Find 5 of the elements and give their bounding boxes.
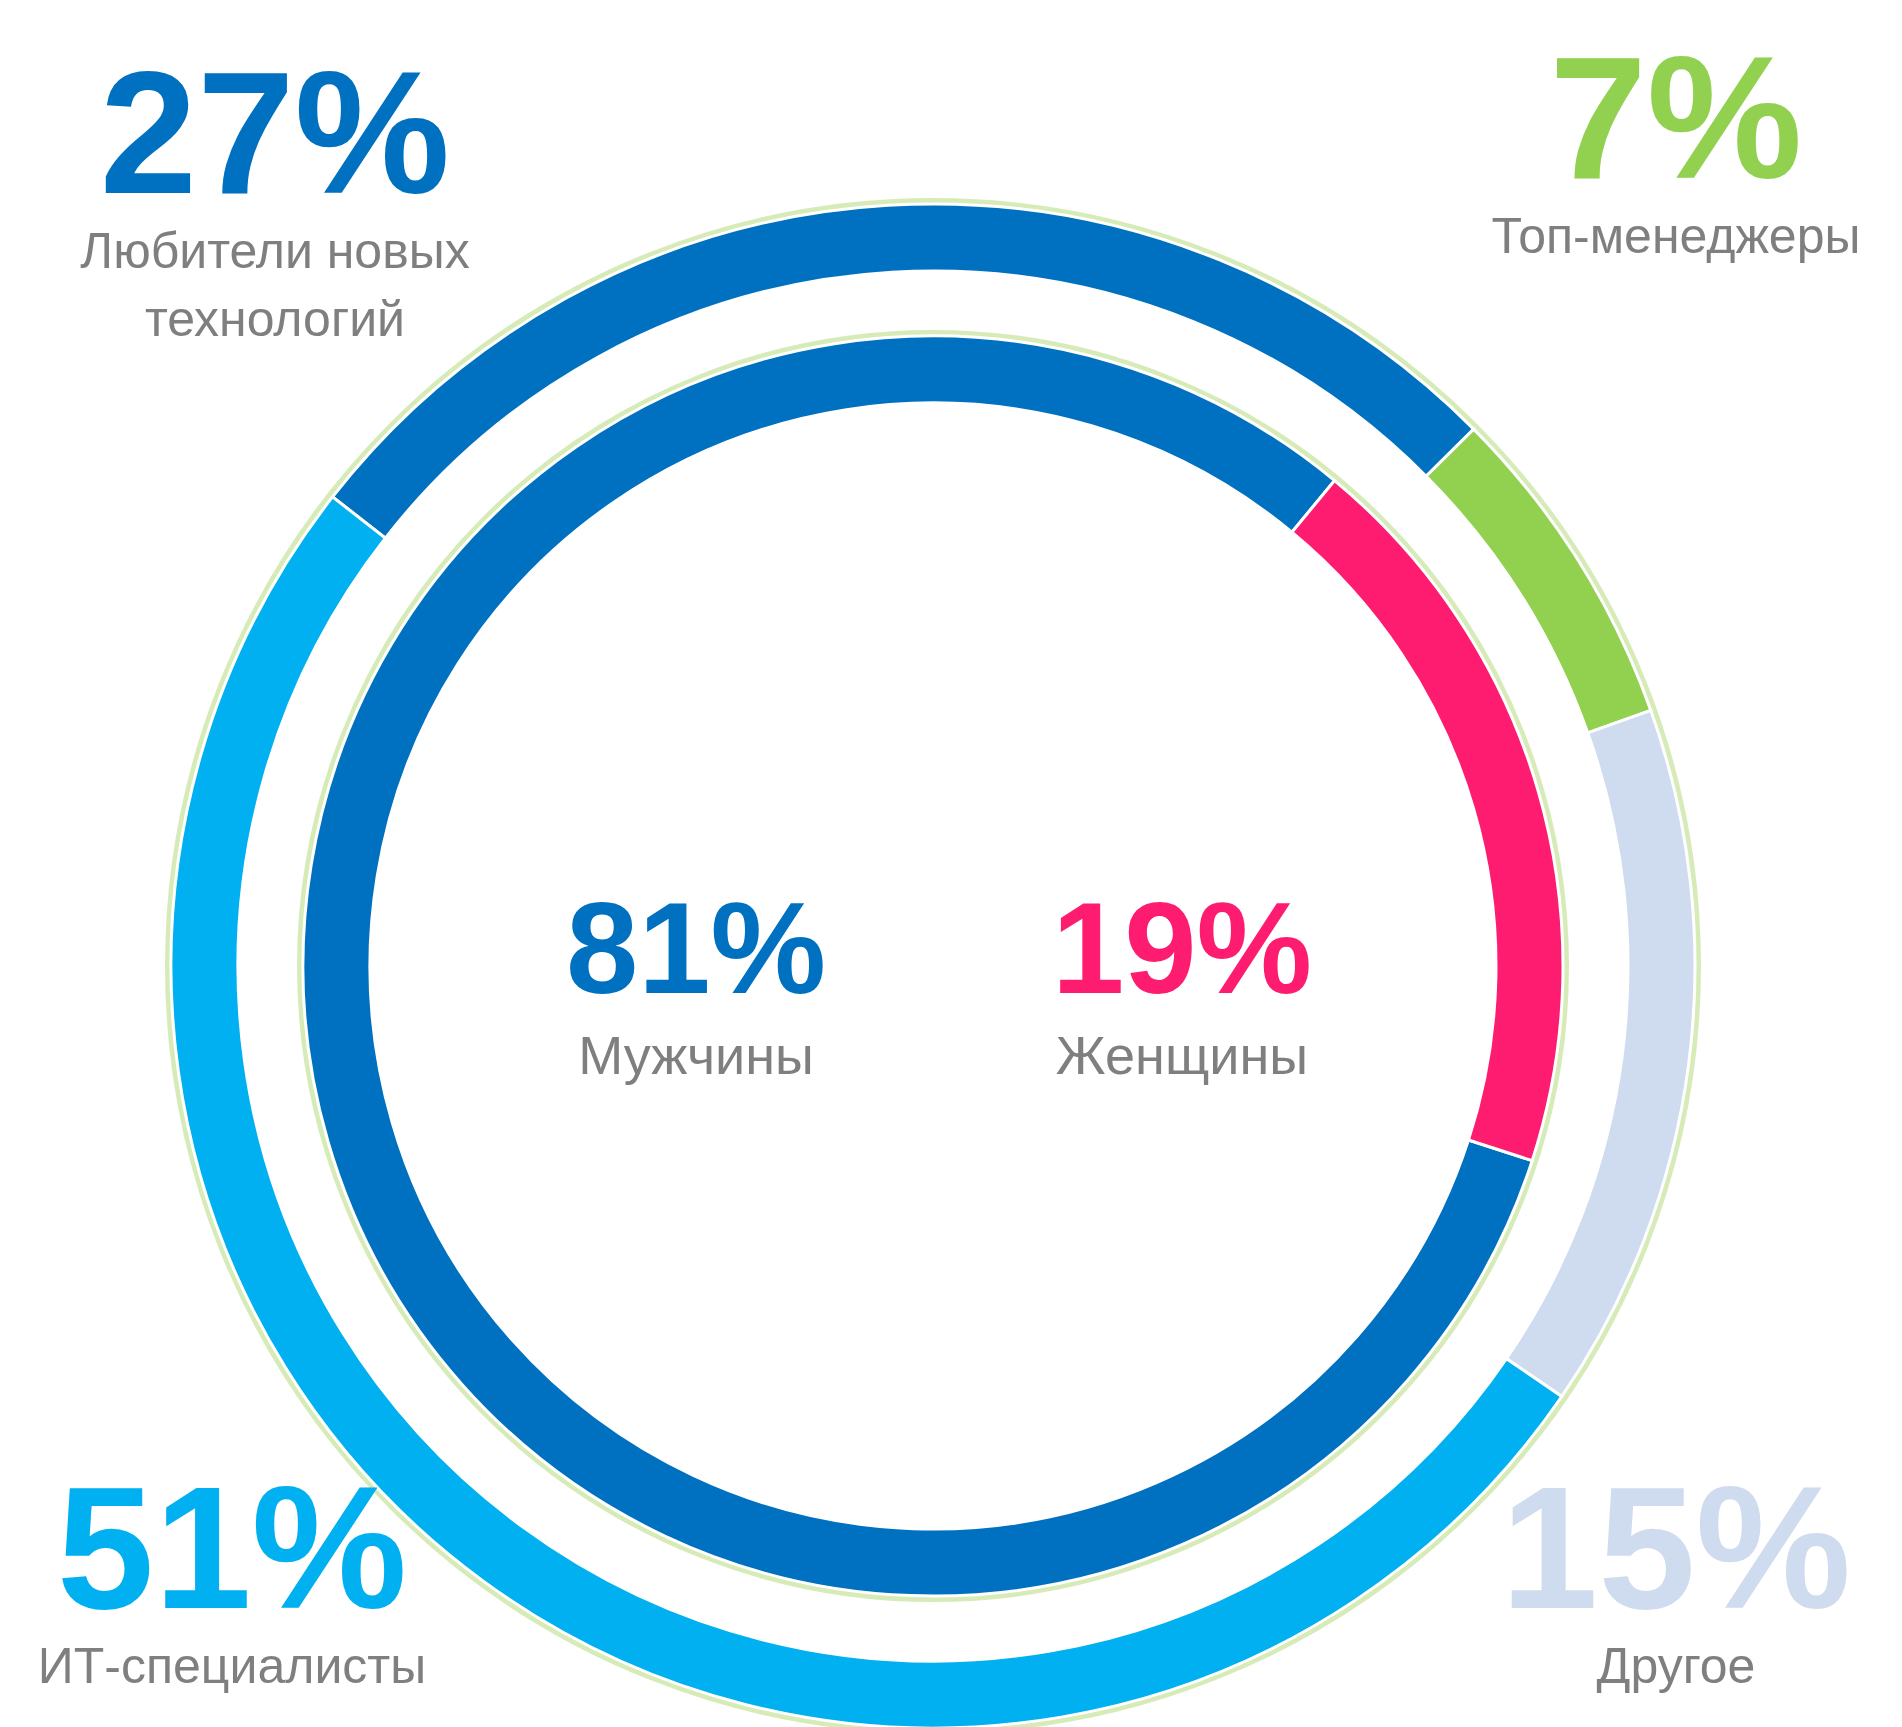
slice-label: Женщины (1055, 1025, 1309, 1085)
slice-label: Мужчины (578, 1025, 814, 1085)
data-label: 19% (1051, 875, 1313, 1021)
data-label: 81% (565, 875, 827, 1021)
slice-label: Другое (1596, 1638, 1756, 1694)
